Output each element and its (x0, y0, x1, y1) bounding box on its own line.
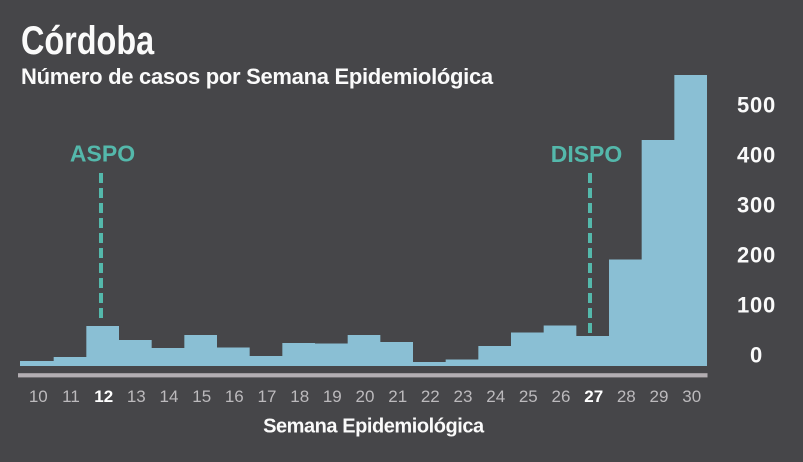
svg-text:15: 15 (192, 387, 211, 406)
svg-text:14: 14 (160, 387, 179, 406)
svg-text:26: 26 (552, 387, 571, 406)
svg-text:13: 13 (127, 387, 146, 406)
svg-text:500: 500 (737, 93, 776, 118)
svg-text:200: 200 (737, 243, 776, 268)
svg-text:300: 300 (737, 193, 776, 218)
svg-text:0: 0 (750, 343, 763, 368)
svg-text:Córdoba: Córdoba (21, 18, 155, 63)
svg-text:18: 18 (290, 387, 309, 406)
svg-text:20: 20 (356, 387, 375, 406)
svg-text:23: 23 (454, 387, 473, 406)
svg-text:11: 11 (62, 387, 80, 406)
svg-text:16: 16 (225, 387, 244, 406)
svg-text:100: 100 (737, 293, 776, 318)
svg-text:DISPO: DISPO (551, 141, 623, 167)
svg-text:17: 17 (258, 387, 277, 406)
svg-text:Semana Epidemiológica: Semana Epidemiológica (263, 416, 485, 438)
svg-text:12: 12 (94, 387, 113, 406)
svg-text:21: 21 (388, 387, 407, 406)
svg-text:27: 27 (584, 387, 603, 406)
svg-text:24: 24 (486, 387, 505, 406)
svg-text:400: 400 (737, 143, 776, 168)
svg-text:10: 10 (29, 387, 48, 406)
svg-text:29: 29 (650, 387, 669, 406)
svg-text:25: 25 (519, 387, 538, 406)
svg-text:ASPO: ASPO (70, 141, 135, 167)
svg-text:19: 19 (323, 387, 342, 406)
svg-text:28: 28 (617, 387, 636, 406)
svg-text:22: 22 (421, 387, 440, 406)
svg-text:30: 30 (682, 387, 701, 406)
svg-text:Número de casos por Semana Epi: Número de casos por Semana Epidemiológic… (21, 64, 494, 89)
